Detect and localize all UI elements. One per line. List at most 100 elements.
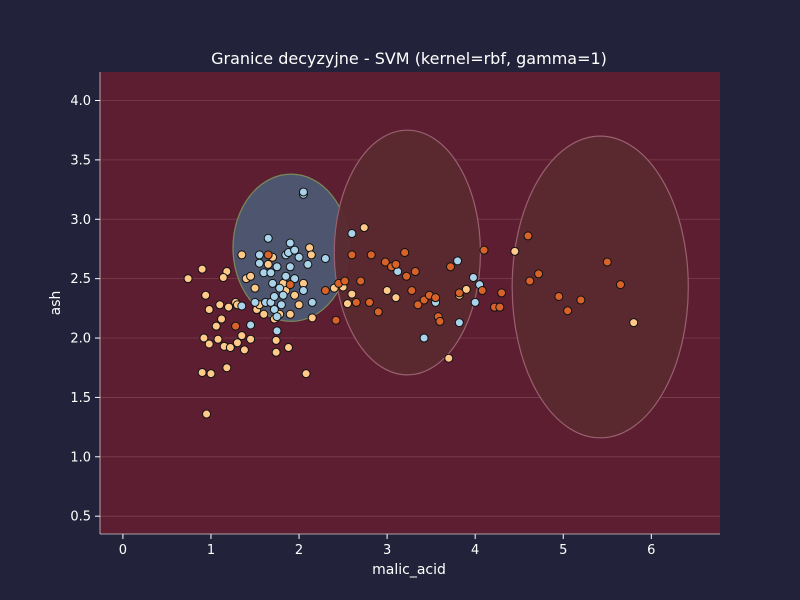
data-point-class_0	[391, 293, 401, 303]
data-point-class_0	[246, 334, 256, 344]
data-point-class_1	[294, 252, 304, 262]
data-point-class_2	[391, 259, 401, 269]
data-point-class_2	[525, 276, 535, 286]
data-point-class_1	[307, 297, 317, 307]
data-point-class_2	[454, 288, 464, 298]
data-point-class_0	[222, 363, 232, 373]
data-point-class_2	[534, 269, 544, 279]
data-point-class_1	[347, 229, 357, 239]
data-point-class_1	[275, 283, 285, 293]
data-point-class_2	[331, 315, 341, 325]
data-point-class_0	[237, 331, 247, 341]
data-point-class_1	[237, 301, 247, 311]
data-point-class_2	[477, 286, 487, 296]
data-point-class_1	[276, 300, 286, 310]
data-point-class_0	[218, 272, 228, 282]
data-point-class_2	[366, 250, 376, 260]
y-axis-label: ash	[48, 291, 64, 316]
data-point-class_2	[431, 293, 441, 303]
data-point-class_0	[510, 246, 520, 256]
data-point-class_0	[285, 309, 295, 319]
x-tick-label: 5	[559, 543, 567, 558]
data-point-class_0	[204, 305, 214, 315]
data-point-class_0	[263, 259, 273, 269]
data-point-class_2	[364, 297, 374, 307]
chart-title: Granice decyzyjne - SVM (kernel=rbf, gam…	[211, 49, 607, 68]
data-point-class_2	[407, 286, 417, 296]
data-point-class_0	[306, 250, 316, 260]
data-point-class_0	[215, 300, 225, 310]
data-point-class_2	[347, 250, 357, 260]
data-point-class_2	[400, 248, 410, 258]
data-point-class_2	[435, 316, 445, 326]
data-point-class_2	[615, 280, 625, 290]
data-point-class_1	[453, 256, 463, 266]
data-point-class_2	[554, 291, 564, 301]
data-point-class_0	[199, 333, 209, 343]
data-point-class_0	[202, 409, 212, 419]
data-point-class_1	[278, 290, 288, 300]
data-point-class_1	[454, 318, 464, 328]
data-point-class_1	[250, 297, 260, 307]
data-point-class_2	[285, 280, 295, 290]
data-point-class_1	[419, 333, 429, 343]
x-tick-label: 1	[207, 543, 215, 558]
data-point-class_2	[380, 257, 390, 267]
data-point-class_0	[206, 369, 216, 379]
data-point-class_0	[211, 321, 221, 331]
x-tick-label: 6	[647, 543, 655, 558]
data-point-class_0	[197, 264, 207, 274]
data-point-class_2	[563, 306, 573, 316]
data-point-class_1	[266, 268, 276, 278]
data-point-class_0	[271, 335, 281, 345]
data-point-class_2	[373, 307, 383, 317]
data-point-class_1	[320, 253, 330, 263]
data-point-class_2	[523, 231, 533, 241]
y-tick-label: 3.5	[70, 153, 91, 168]
data-point-class_1	[285, 262, 295, 272]
data-point-class_0	[382, 286, 392, 296]
data-point-class_1	[272, 326, 282, 336]
data-point-class_2	[479, 245, 489, 255]
data-point-class_1	[290, 274, 300, 284]
axes: 0 1 2 3 4 5 6 0.5 1.0 1.5 2.0 2.5 3.0 3.5 4.0	[70, 72, 720, 558]
data-point-class_0	[461, 284, 471, 294]
data-point-class_0	[342, 299, 352, 309]
data-point-class_2	[495, 302, 505, 312]
y-tick-label: 3.0	[70, 213, 91, 228]
data-point-class_1	[272, 312, 282, 322]
data-point-class_2	[231, 321, 241, 331]
y-tick-label: 4.0	[70, 94, 91, 109]
data-point-class_0	[444, 353, 454, 363]
data-point-class_2	[351, 297, 361, 307]
data-point-class_1	[254, 258, 264, 268]
data-point-class_0	[183, 274, 193, 284]
data-point-class_0	[246, 271, 256, 281]
data-point-class_1	[298, 286, 308, 296]
data-point-class_0	[239, 345, 249, 355]
decision-regions	[232, 129, 689, 439]
data-points	[183, 187, 639, 419]
data-point-class_0	[307, 313, 317, 323]
x-tick-label: 2	[295, 543, 303, 558]
data-point-class_2	[401, 271, 411, 281]
data-point-class_1	[285, 238, 295, 248]
data-point-class_0	[213, 334, 223, 344]
data-point-class_0	[301, 369, 311, 379]
data-point-class_2	[356, 276, 366, 286]
data-point-class_2	[497, 288, 507, 298]
x-tick-label: 0	[119, 543, 127, 558]
x-tick-label: 3	[383, 543, 391, 558]
data-point-class_1	[470, 297, 480, 307]
data-point-class_0	[283, 343, 293, 353]
data-point-class_2	[320, 286, 330, 296]
data-point-class_1	[246, 320, 256, 330]
y-tick-label: 1.5	[70, 391, 91, 406]
data-point-class_0	[237, 250, 247, 260]
data-point-class_2	[413, 300, 423, 310]
data-point-class_1	[298, 187, 308, 197]
data-point-class_2	[602, 257, 612, 267]
data-point-class_1	[269, 291, 279, 301]
x-axis-label: malic_acid	[372, 562, 446, 578]
